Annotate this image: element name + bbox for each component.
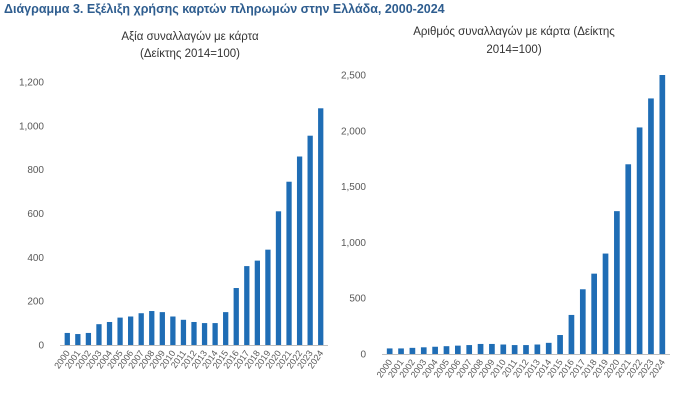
bar-value-2013 <box>201 323 208 345</box>
bar-value-2004 <box>106 321 113 345</box>
bar-count-2016 <box>568 314 575 354</box>
chart-title-line: Αξία συναλλαγών με κάρτα <box>121 31 259 43</box>
bar-value-2018 <box>254 260 260 345</box>
figure-title: Διάγραμμα 3. Εξέλιξη χρήσης καρτών πληρω… <box>4 2 445 16</box>
bar-count-2011 <box>511 345 518 354</box>
bar-value-2012 <box>191 321 197 345</box>
bar-value-2002 <box>85 332 92 345</box>
bar-value-2021 <box>286 181 292 345</box>
bar-value-2014 <box>212 323 218 345</box>
bar-count-2024 <box>659 75 666 354</box>
bar-value-2020 <box>275 211 282 345</box>
chart-card-value: Αξία συναλλαγών με κάρτα (Δείκτης 2014=10… <box>19 31 328 371</box>
bar-value-2007 <box>138 313 144 345</box>
y-tick-label: 1,000 <box>341 238 366 249</box>
bar-value-2024 <box>318 108 324 345</box>
bar-value-2003 <box>96 324 102 345</box>
bar-value-2015 <box>223 312 229 345</box>
bar-value-2008 <box>149 311 155 345</box>
bar-count-2007 <box>466 345 473 354</box>
bar-value-2000 <box>64 332 70 345</box>
bar-value-2022 <box>296 156 303 345</box>
y-tick-label: 200 <box>27 297 44 308</box>
y-tick-label: 0 <box>38 341 44 352</box>
bar-count-2014 <box>545 342 552 354</box>
bar-count-2021 <box>625 164 632 354</box>
bar-count-2010 <box>500 344 507 354</box>
bar-count-2023 <box>648 98 654 354</box>
y-tick-label: 600 <box>27 209 44 220</box>
y-tick-label: 1,200 <box>19 78 44 89</box>
bar-value-2016 <box>233 288 239 345</box>
y-tick-label: 1,000 <box>19 121 44 132</box>
bar-count-2020 <box>614 211 620 354</box>
bar-count-2019 <box>602 253 609 354</box>
bar-value-2010 <box>170 316 176 345</box>
bar-value-2017 <box>244 266 250 345</box>
y-tick-label: 2,500 <box>341 71 366 82</box>
bar-count-2022 <box>636 127 643 355</box>
y-tick-label: 800 <box>27 165 44 176</box>
y-tick-label: 400 <box>27 253 44 264</box>
bar-count-2005 <box>443 346 450 354</box>
bar-count-2018 <box>591 273 597 354</box>
chart-title-line: Αριθμός συναλλαγών με κάρτα (Δείκτης <box>413 26 615 38</box>
chart-title-line: 2014=100) <box>486 44 541 56</box>
bar-value-2001 <box>75 334 81 345</box>
bar-count-2017 <box>579 289 586 354</box>
bar-value-2005 <box>117 317 123 345</box>
bar-count-2012 <box>523 345 529 354</box>
bar-value-2006 <box>128 316 134 345</box>
bar-value-2019 <box>265 249 271 345</box>
bar-value-2023 <box>307 135 313 345</box>
chart-card-count: Αριθμός συναλλαγών με κάρτα (Δείκτης 2014… <box>341 26 670 380</box>
bar-count-2001 <box>398 348 404 354</box>
bar-count-2006 <box>455 345 461 354</box>
bar-count-2009 <box>489 343 495 354</box>
y-tick-label: 500 <box>349 294 366 305</box>
bar-count-2015 <box>557 335 563 354</box>
bar-count-2000 <box>386 348 393 354</box>
bar-value-2011 <box>180 319 187 345</box>
bar-count-2013 <box>534 344 541 354</box>
y-tick-label: 2,000 <box>341 126 366 137</box>
chart-title-line: (Δείκτης 2014=100) <box>140 48 240 60</box>
y-tick-label: 1,500 <box>341 182 366 193</box>
bar-count-2002 <box>409 347 416 354</box>
bar-count-2008 <box>477 343 484 354</box>
bar-count-2003 <box>420 347 427 354</box>
bar-value-2009 <box>159 312 165 345</box>
y-tick-label: 0 <box>360 350 366 361</box>
bar-count-2004 <box>432 346 438 354</box>
